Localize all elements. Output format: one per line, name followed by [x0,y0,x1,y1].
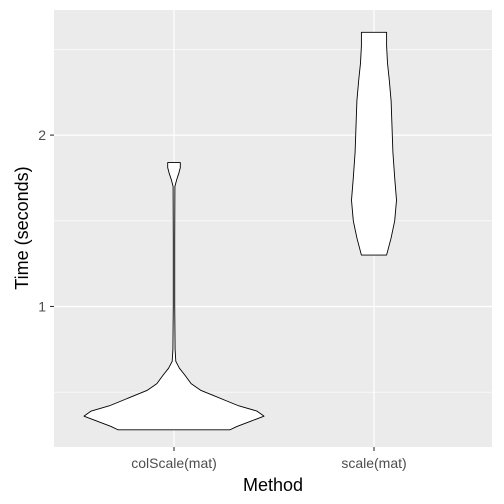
plot-panel [54,10,492,447]
y-axis-title: Time (seconds) [12,166,32,289]
violin-colscale [83,162,265,431]
y-tick-label: 2 [38,127,46,143]
x-tick-label: scale(mat) [341,455,406,471]
x-tick-label: colScale(mat) [131,455,217,471]
violin-layer [83,31,397,431]
violin-scale [351,31,397,256]
y-tick-label: 1 [38,298,46,314]
axis-layer: 1 2 colScale(mat) scale(mat) [38,127,406,471]
x-axis-title: Method [243,475,303,495]
